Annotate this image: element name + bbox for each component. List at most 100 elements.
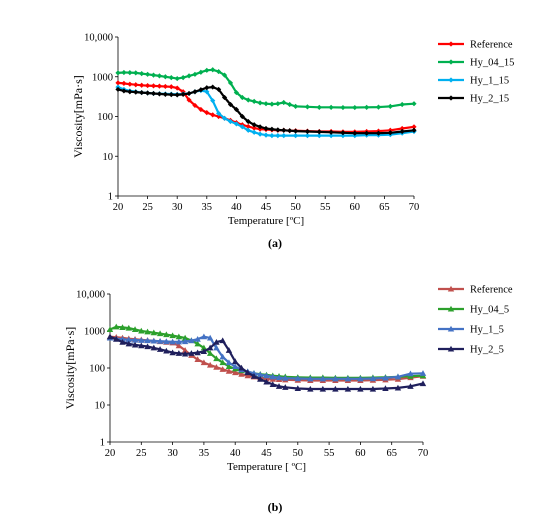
data-point xyxy=(225,347,233,353)
chart-panel-a: 1 10 100 1000 10,000 20 25 30 35 40 45 50 55 60 65 70 Te… xyxy=(71,33,514,251)
data-point xyxy=(250,373,258,379)
data-point xyxy=(281,99,287,106)
x-tick-label: 60 xyxy=(350,202,361,213)
data-point xyxy=(175,338,183,345)
y-tick-label: 10,000 xyxy=(76,290,105,301)
data-point xyxy=(219,366,226,372)
data-point xyxy=(275,374,283,381)
data-point xyxy=(206,361,214,368)
data-point xyxy=(394,373,402,380)
legend-label: Hy_04_15 xyxy=(470,58,514,69)
legend-label: Reference xyxy=(470,40,513,51)
data-point xyxy=(131,336,139,343)
data-point xyxy=(210,84,216,90)
data-point xyxy=(411,101,417,107)
data-point xyxy=(204,89,210,95)
data-point xyxy=(219,353,226,360)
data-point xyxy=(192,89,198,95)
legend-marker xyxy=(448,95,454,101)
data-point xyxy=(352,130,358,136)
data-point xyxy=(316,133,322,139)
data-point xyxy=(328,104,334,110)
x-tick-label: 55 xyxy=(320,202,331,213)
data-point xyxy=(245,118,251,125)
data-point xyxy=(387,130,393,136)
data-point xyxy=(411,124,417,130)
legend-label: Hy_1_5 xyxy=(470,325,504,336)
data-point xyxy=(257,375,264,382)
data-point xyxy=(174,92,180,98)
legend-entry xyxy=(438,325,464,332)
data-point xyxy=(263,101,269,107)
data-point xyxy=(213,338,220,345)
data-point xyxy=(206,350,214,356)
data-point xyxy=(106,326,114,333)
data-point xyxy=(219,337,226,344)
series-line xyxy=(109,335,424,391)
data-point xyxy=(156,338,164,344)
data-point xyxy=(180,91,186,97)
data-point xyxy=(244,372,251,379)
data-point xyxy=(263,378,270,385)
data-point xyxy=(304,128,311,135)
data-point xyxy=(138,337,145,343)
data-point xyxy=(127,81,133,87)
data-point xyxy=(411,127,417,133)
data-point xyxy=(399,125,405,132)
data-point xyxy=(394,384,402,391)
data-point xyxy=(133,89,139,95)
data-point xyxy=(251,129,257,135)
data-point xyxy=(113,336,120,342)
data-point xyxy=(232,363,239,370)
legend-marker xyxy=(448,77,454,83)
data-point xyxy=(127,70,133,76)
data-point xyxy=(163,347,170,354)
data-point xyxy=(269,373,276,380)
data-point xyxy=(269,381,276,387)
data-point xyxy=(304,104,311,110)
data-point xyxy=(200,348,208,355)
data-point xyxy=(399,128,405,135)
data-point xyxy=(144,337,151,344)
data-point xyxy=(281,133,287,139)
data-point xyxy=(251,98,257,104)
data-point xyxy=(340,130,346,136)
data-point xyxy=(121,69,127,76)
data-point xyxy=(275,133,281,139)
data-point xyxy=(192,102,198,109)
data-point xyxy=(200,344,208,351)
y-tick-label: 100 xyxy=(97,112,113,123)
data-point xyxy=(275,383,283,389)
data-point xyxy=(216,86,222,93)
x-tick-label: 45 xyxy=(261,202,272,213)
data-point xyxy=(156,91,163,97)
chart-b-svg: 1 10 100 1000 10,000 20 25 30 35 40 45 50 55 60 65 70 Te… xyxy=(63,285,513,474)
data-point xyxy=(269,126,275,132)
data-point xyxy=(125,340,132,347)
data-point xyxy=(257,124,263,130)
data-point xyxy=(131,326,139,333)
data-point xyxy=(213,355,220,362)
data-point xyxy=(175,333,183,340)
data-point xyxy=(233,89,239,96)
data-point xyxy=(319,385,327,392)
y-tick-label: 10 xyxy=(103,152,114,163)
x-tick-label: 25 xyxy=(142,202,153,213)
data-point xyxy=(245,123,251,130)
y-axis-title: Viscosity[mPa·s] xyxy=(63,327,77,410)
series-hy-2-15 xyxy=(115,84,417,136)
legend-marker xyxy=(448,59,454,65)
data-point xyxy=(174,75,180,82)
data-point xyxy=(387,103,393,109)
data-point xyxy=(239,124,245,130)
data-point xyxy=(244,369,251,376)
data-point xyxy=(225,363,233,370)
data-point xyxy=(263,132,269,138)
data-point xyxy=(162,91,168,97)
data-point xyxy=(257,371,264,378)
data-point xyxy=(294,375,301,382)
legend-entry xyxy=(438,95,464,101)
data-point xyxy=(293,103,299,109)
y-tick-label: 1000 xyxy=(84,327,105,338)
data-point xyxy=(181,350,189,357)
